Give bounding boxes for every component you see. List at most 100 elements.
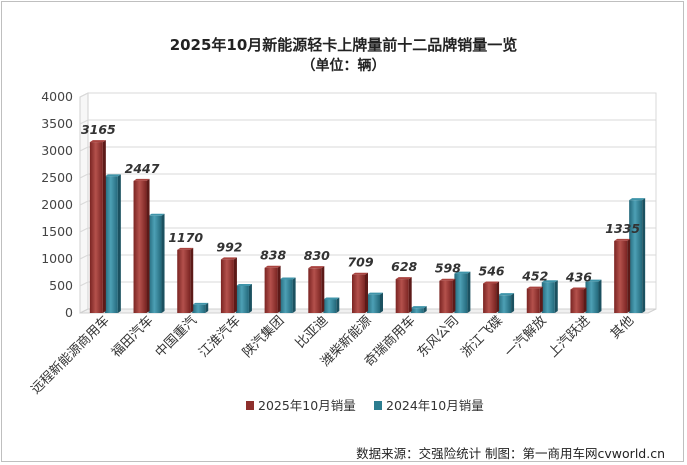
gridline-diagonal xyxy=(79,119,89,125)
data-label: 1170 xyxy=(168,230,203,245)
legend-label-2024: 2024年10月销量 xyxy=(386,398,484,413)
bar-2024 xyxy=(235,286,249,313)
gridline-diagonal xyxy=(79,200,89,206)
data-label: 436 xyxy=(565,269,592,284)
bar-2025 xyxy=(264,267,278,313)
x-tick-label: 其他 xyxy=(608,313,637,342)
y-tick-label: 3500 xyxy=(41,116,73,131)
bar-2024 xyxy=(192,304,206,313)
bar-2025 xyxy=(570,289,584,313)
data-label: 1335 xyxy=(605,221,640,236)
bar-side xyxy=(380,292,383,313)
bar-side xyxy=(554,280,558,313)
bar-top xyxy=(570,287,587,290)
bar-side xyxy=(205,302,209,313)
gridline-diagonal xyxy=(79,227,89,233)
x-tick-label: 浙江飞碟 xyxy=(459,313,506,360)
y-tick-label: 1000 xyxy=(41,251,73,266)
bar-top xyxy=(352,272,368,275)
gridline-diagonal xyxy=(79,254,89,260)
data-label: 3165 xyxy=(81,122,116,137)
bar-2024 xyxy=(541,282,555,313)
y-tick-label: 3000 xyxy=(41,143,73,158)
chart-subtitle: （单位：辆） xyxy=(301,58,386,74)
bar-side xyxy=(408,277,412,313)
bar-side xyxy=(423,306,427,313)
bar-top xyxy=(192,302,209,305)
bar-2024 xyxy=(367,294,380,313)
y-tick-label: 0 xyxy=(65,305,73,320)
legend-swatch-2025 xyxy=(246,401,254,410)
x-tick-label: 一汽解放 xyxy=(502,313,549,360)
x-tick-label: 福田汽车 xyxy=(108,313,156,361)
bar-side xyxy=(277,265,281,313)
x-tick-label: 东风公司 xyxy=(415,313,462,360)
y-tick-label: 2000 xyxy=(41,197,73,212)
bar-2025 xyxy=(352,274,365,313)
bar-side xyxy=(467,271,471,313)
chart-title: 2025年10月新能源轻卡上牌量前十二品牌销量一览 xyxy=(169,36,518,54)
bar-2025 xyxy=(308,268,322,313)
bar-side xyxy=(146,178,150,313)
bar-top xyxy=(264,265,281,268)
bar-side xyxy=(627,238,631,313)
legend-swatch-2024 xyxy=(374,401,382,410)
bar-side xyxy=(233,257,237,313)
x-tick-label: 远程新能源商用车 xyxy=(28,313,113,398)
bar-top xyxy=(323,297,340,300)
x-tick-label: 中国重汽 xyxy=(152,313,200,361)
bar-top xyxy=(439,278,456,281)
data-label: 546 xyxy=(479,264,505,279)
bar-side xyxy=(336,297,340,313)
bar-2025 xyxy=(177,249,191,313)
data-label: 2447 xyxy=(125,161,160,176)
bar-side xyxy=(598,279,602,313)
bar-top xyxy=(133,178,150,181)
bar-2025 xyxy=(526,288,540,313)
bar-2025 xyxy=(395,279,409,313)
data-label: 628 xyxy=(391,259,417,274)
bar-side xyxy=(248,284,252,313)
bar-top xyxy=(367,292,383,295)
bar-2024 xyxy=(104,176,118,313)
bar-top xyxy=(585,279,602,282)
bar-top xyxy=(526,286,543,289)
bar-top xyxy=(498,293,515,296)
x-tick-label: 上汽跃进 xyxy=(546,313,593,360)
bar-2025 xyxy=(220,259,234,313)
bar-top xyxy=(148,213,165,216)
x-tick-label: 陕汽集团 xyxy=(239,313,287,361)
bar-side xyxy=(452,278,456,313)
legend-label-2025: 2025年10月销量 xyxy=(258,398,356,413)
data-label: 598 xyxy=(435,261,461,276)
gridline-diagonal xyxy=(79,173,89,179)
bar-2025 xyxy=(483,283,497,313)
bar-top xyxy=(220,257,237,260)
bar-2024 xyxy=(585,281,599,313)
data-label: 452 xyxy=(521,269,548,284)
bar-side xyxy=(102,140,106,313)
bar-top xyxy=(279,277,296,280)
gridline-diagonal xyxy=(79,281,89,287)
bar-top xyxy=(177,247,194,250)
x-tick-label: 江淮汽车 xyxy=(196,313,244,361)
bar-side xyxy=(496,281,500,313)
bar-side xyxy=(642,198,646,313)
bar-side xyxy=(511,293,515,313)
y-tick-label: 1500 xyxy=(41,224,73,239)
data-label: 838 xyxy=(260,248,286,263)
bar-top xyxy=(104,174,121,177)
bar-side xyxy=(190,247,194,313)
bar-2024 xyxy=(454,273,468,313)
y-tick-label: 500 xyxy=(49,278,73,293)
bar-2024 xyxy=(323,299,337,313)
bar-top xyxy=(614,238,631,241)
bar-side xyxy=(365,272,368,313)
bar-side xyxy=(117,174,121,313)
gridline-diagonal xyxy=(79,146,89,152)
bar-side xyxy=(161,213,165,313)
bar-side xyxy=(321,266,325,313)
bar-side xyxy=(292,277,296,313)
bar-2024 xyxy=(148,215,162,313)
bar-top xyxy=(395,277,412,280)
